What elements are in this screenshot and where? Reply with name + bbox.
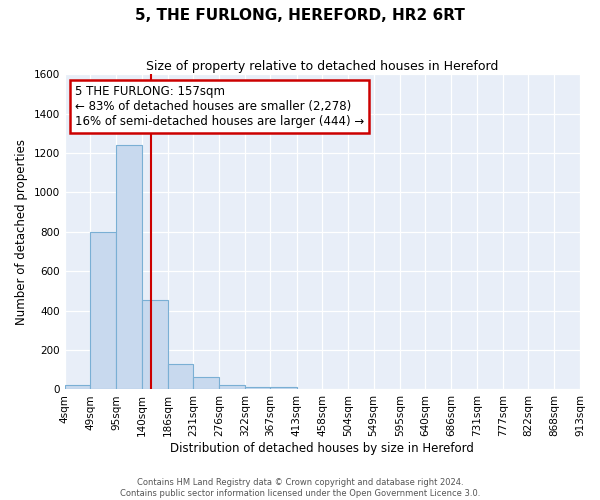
- Text: 5 THE FURLONG: 157sqm
← 83% of detached houses are smaller (2,278)
16% of semi-d: 5 THE FURLONG: 157sqm ← 83% of detached …: [75, 85, 364, 128]
- Bar: [116, 145, 142, 390]
- Text: Contains HM Land Registry data © Crown copyright and database right 2024.
Contai: Contains HM Land Registry data © Crown c…: [120, 478, 480, 498]
- Bar: [219, 384, 245, 390]
- Bar: [245, 386, 271, 390]
- Bar: [65, 384, 90, 390]
- Text: 5, THE FURLONG, HEREFORD, HR2 6RT: 5, THE FURLONG, HEREFORD, HR2 6RT: [135, 8, 465, 22]
- Bar: [271, 386, 296, 390]
- Bar: [168, 364, 193, 390]
- X-axis label: Distribution of detached houses by size in Hereford: Distribution of detached houses by size …: [170, 442, 474, 455]
- Bar: [142, 300, 168, 390]
- Title: Size of property relative to detached houses in Hereford: Size of property relative to detached ho…: [146, 60, 499, 73]
- Y-axis label: Number of detached properties: Number of detached properties: [15, 139, 28, 325]
- Bar: [90, 232, 116, 390]
- Bar: [193, 376, 219, 390]
